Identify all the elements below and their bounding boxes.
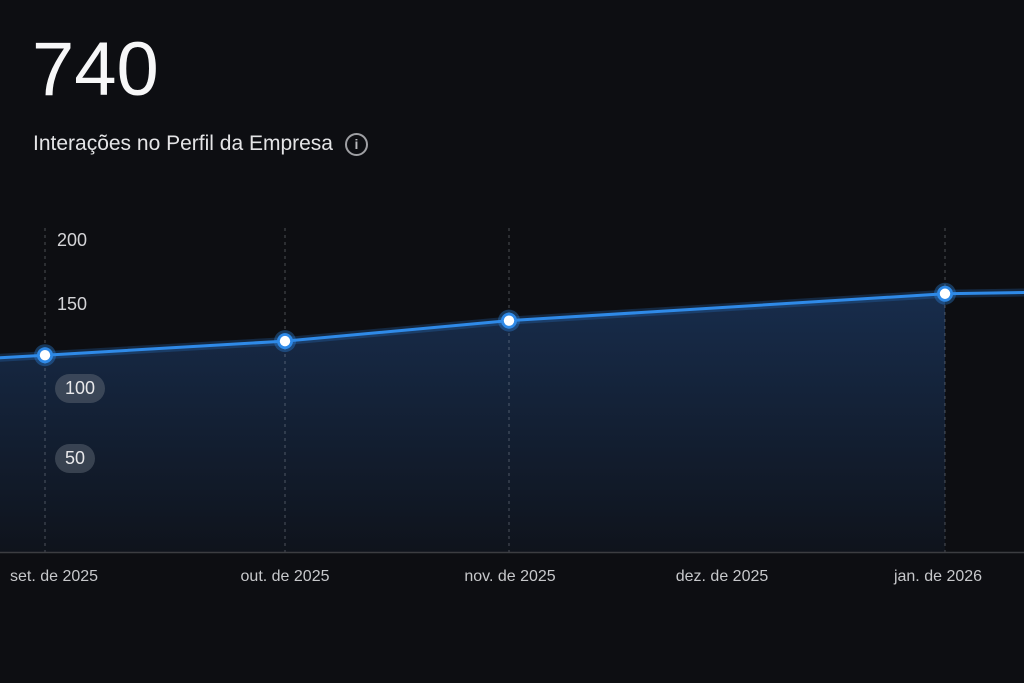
area-fill xyxy=(0,293,945,553)
info-icon[interactable]: i xyxy=(345,132,368,156)
y-axis-tick-200: 200 xyxy=(57,230,88,250)
y-axis-tick-50: 50 xyxy=(55,444,96,473)
x-axis-tick-out-2025: out. de 2025 xyxy=(240,568,330,585)
x-axis-tick-set-2025: set. de 2025 xyxy=(10,568,99,585)
y-axis-tick-150: 150 xyxy=(57,294,88,314)
metric-title: Interações no Perfil da Empresa xyxy=(33,132,333,155)
data-point-marker[interactable] xyxy=(274,330,296,353)
data-point-marker[interactable] xyxy=(934,282,956,305)
metric-title-row: Interações no Perfil da Empresa i xyxy=(33,132,368,156)
x-axis-tick-dez-2025: dez. de 2025 xyxy=(675,568,769,585)
metric-total-value: 740 xyxy=(32,27,159,112)
y-axis-tick-100: 100 xyxy=(55,374,106,403)
data-point-marker[interactable] xyxy=(498,309,520,332)
x-axis-tick-jan-2026: jan. de 2026 xyxy=(893,568,983,585)
x-axis-tick-nov-2025: nov. de 2025 xyxy=(464,568,556,585)
data-point-marker[interactable] xyxy=(34,344,56,367)
